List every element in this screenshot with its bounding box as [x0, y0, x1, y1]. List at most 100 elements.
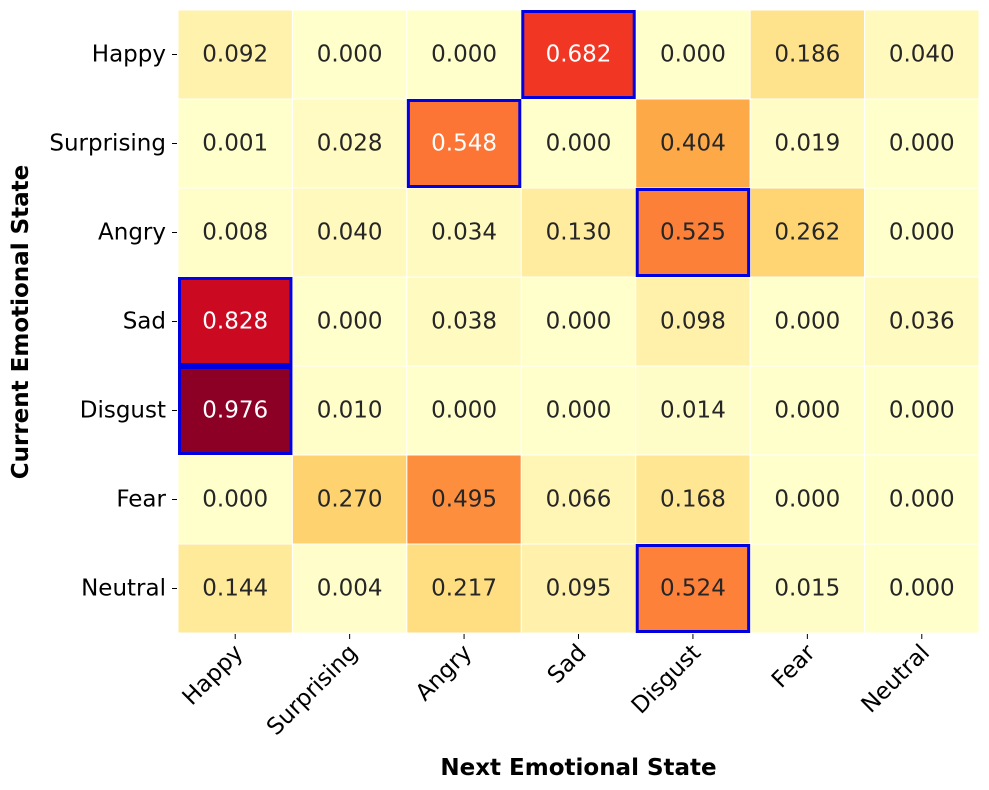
cell-value-label-r5-c3: 0.066: [546, 487, 612, 513]
heatmap-cell-r3-c6: [864, 276, 980, 367]
heatmap-cell-r2-c1: [291, 187, 408, 278]
y-tick-label-fear: Fear: [116, 487, 166, 513]
heatmap-cell-r0-c2: [406, 9, 522, 100]
heatmap-cell-r2-c3: [520, 187, 637, 278]
highlight-box-r3-c0: [178, 277, 293, 366]
heatmap-cell-r6-c0: [177, 543, 293, 634]
cell-value-label-r4-c1: 0.010: [317, 398, 383, 424]
cell-value-label-r0-c0: 0.092: [202, 42, 268, 68]
heatmap-cell-r1-c0: [177, 98, 293, 189]
cell-value-label-r4-c3: 0.000: [546, 398, 612, 424]
heatmap-cell-r4-c0: [177, 365, 293, 456]
cell-value-label-r4-c5: 0.000: [774, 398, 840, 424]
heatmap-cell-r2-c0: [177, 187, 293, 278]
cell-value-label-r6-c5: 0.015: [774, 576, 840, 602]
heatmap-cell-r3-c1: [291, 276, 408, 367]
heatmap-cell-r1-c6: [864, 98, 980, 189]
heatmap-cell-r0-c1: [291, 9, 408, 100]
y-tick-label-neutral: Neutral: [81, 576, 166, 602]
highlight-box-r6-c4: [635, 544, 751, 633]
cell-value-label-r2-c6: 0.000: [889, 220, 955, 246]
y-tick-label-happy: Happy: [92, 42, 166, 68]
heatmap-cell-r0-c4: [635, 9, 751, 100]
cell-value-label-r2-c1: 0.040: [317, 220, 383, 246]
x-tick-label-disgust: Disgust: [627, 640, 706, 719]
cell-value-label-r0-c3: 0.682: [546, 42, 612, 68]
cell-value-label-r6-c2: 0.217: [431, 576, 497, 602]
y-tick-label-disgust: Disgust: [80, 398, 166, 424]
cell-value-label-r0-c2: 0.000: [431, 42, 497, 68]
heatmap-cells: [177, 9, 980, 634]
heatmap-cell-r4-c2: [406, 365, 522, 456]
cell-value-label-r3-c3: 0.000: [546, 309, 612, 335]
x-tick-label-fear: Fear: [767, 639, 821, 693]
cell-value-label-r4-c4: 0.014: [660, 398, 726, 424]
cell-value-label-r1-c0: 0.001: [202, 131, 268, 157]
cell-value-label-r5-c0: 0.000: [202, 487, 268, 513]
heatmap-cell-r3-c3: [520, 276, 637, 367]
heatmap-cell-r6-c3: [520, 543, 637, 634]
cell-value-label-r3-c5: 0.000: [774, 309, 840, 335]
cell-value-label-r1-c3: 0.000: [546, 131, 612, 157]
cell-value-label-r3-c6: 0.036: [889, 309, 955, 335]
heatmap-cell-r2-c6: [864, 187, 980, 278]
cell-value-label-r2-c4: 0.525: [660, 220, 726, 246]
cell-value-label-r0-c1: 0.000: [317, 42, 383, 68]
cell-value-label-r5-c1: 0.270: [317, 487, 383, 513]
cell-value-label-r6-c3: 0.095: [546, 576, 612, 602]
heatmap-cell-r0-c5: [749, 9, 866, 100]
x-tick-label-angry: Angry: [411, 640, 477, 706]
x-tick-label-sad: Sad: [543, 640, 592, 689]
cell-value-label-r6-c0: 0.144: [202, 576, 268, 602]
heatmap-cell-r1-c5: [749, 98, 866, 189]
cell-value-label-r5-c4: 0.168: [660, 487, 726, 513]
heatmap-cell-r3-c5: [749, 276, 866, 367]
highlight-box-r1-c2: [406, 99, 522, 188]
heatmap-cell-r6-c6: [864, 543, 980, 634]
y-axis-ticks: Happy Surprising Angry Sad Disgust Fear Neutra…: [49, 42, 177, 602]
cell-value-label-r5-c5: 0.000: [774, 487, 840, 513]
cell-value-label-r0-c6: 0.040: [889, 42, 955, 68]
cell-value-label-r3-c0: 0.828: [202, 309, 268, 335]
heatmap-cell-r5-c1: [291, 454, 408, 545]
heatmap-cell-r2-c2: [406, 187, 522, 278]
cell-value-label-r3-c4: 0.098: [660, 309, 726, 335]
cell-value-label-r2-c0: 0.008: [202, 220, 268, 246]
heatmap-cell-r6-c5: [749, 543, 866, 634]
cell-value-label-r1-c6: 0.000: [889, 131, 955, 157]
heatmap-cell-r5-c6: [864, 454, 980, 545]
y-tick-label-angry: Angry: [98, 220, 166, 246]
cell-value-label-r5-c6: 0.000: [889, 487, 955, 513]
highlight-box-r0-c3: [521, 10, 636, 99]
highlight-box-r2-c4: [635, 188, 751, 277]
x-axis-ticks: Happy Surprising Angry Sad Disgust Fear Neutra…: [178, 634, 935, 741]
heatmap-cell-r5-c2: [406, 454, 522, 545]
highlight-box-r4-c0: [178, 366, 293, 455]
heatmap-cell-r0-c3: [520, 9, 637, 100]
x-tick-label-happy: Happy: [178, 640, 249, 711]
cell-value-label-r2-c3: 0.130: [546, 220, 612, 246]
heatmap-cell-r1-c2: [406, 98, 522, 189]
heatmap-cell-r2-c4: [635, 187, 751, 278]
cell-value-label-r6-c6: 0.000: [889, 576, 955, 602]
cell-value-label-r1-c1: 0.028: [317, 131, 383, 157]
x-tick-label-neutral: Neutral: [857, 640, 935, 718]
heatmap-cell-r5-c3: [520, 454, 637, 545]
heatmap-cell-r4-c6: [864, 365, 980, 456]
cell-value-label-r0-c4: 0.000: [660, 42, 726, 68]
cell-value-label-r5-c2: 0.495: [431, 487, 497, 513]
y-tick-label-surprising: Surprising: [49, 131, 166, 157]
heatmap-cell-r1-c4: [635, 98, 751, 189]
cell-value-label-r1-c5: 0.019: [774, 131, 840, 157]
cell-value-label-r4-c0: 0.976: [202, 398, 268, 424]
x-tick-label-surprising: Surprising: [262, 640, 363, 741]
y-axis-title: Current Emotional State: [8, 165, 34, 480]
cell-value-label-r0-c5: 0.186: [774, 42, 840, 68]
highlight-boxes: [178, 10, 751, 633]
heatmap-cell-r5-c0: [177, 454, 293, 545]
x-axis-title: Next Emotional State: [440, 755, 716, 781]
cell-value-label-r3-c2: 0.038: [431, 309, 497, 335]
cell-value-labels: 0.092 0.000 0.000 0.682 0.000 0.186 0.040 0.001…: [202, 42, 954, 602]
cell-value-label-r1-c4: 0.404: [660, 131, 726, 157]
